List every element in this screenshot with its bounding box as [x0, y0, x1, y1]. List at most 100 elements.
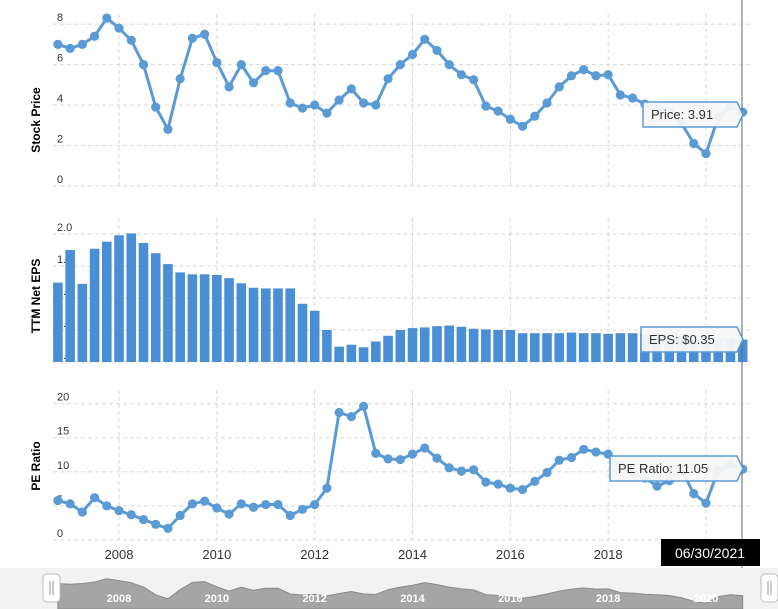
data-point[interactable]: [65, 499, 75, 509]
data-point[interactable]: [285, 510, 295, 521]
data-point[interactable]: [236, 59, 246, 70]
data-point[interactable]: [346, 411, 356, 422]
data-point[interactable]: [395, 59, 405, 70]
data-point[interactable]: [358, 401, 369, 411]
data-point[interactable]: [310, 499, 320, 510]
data-point[interactable]: [383, 454, 393, 464]
data-point[interactable]: [444, 59, 454, 70]
data-point[interactable]: [138, 59, 149, 70]
data-point[interactable]: [273, 66, 283, 76]
data-point[interactable]: [200, 29, 210, 39]
navigator-handle-right[interactable]: [760, 573, 778, 603]
data-point[interactable]: [591, 447, 601, 457]
data-point[interactable]: [53, 39, 63, 49]
data-point[interactable]: [493, 479, 503, 489]
data-point[interactable]: [432, 453, 442, 463]
data-point[interactable]: [89, 493, 100, 503]
data-point[interactable]: [701, 498, 711, 508]
data-point[interactable]: [224, 82, 234, 92]
data-point[interactable]: [554, 82, 564, 92]
data-point[interactable]: [273, 499, 283, 510]
data-point[interactable]: [248, 502, 259, 512]
data-point[interactable]: [212, 57, 222, 68]
data-point[interactable]: [322, 483, 332, 493]
data-point[interactable]: [261, 499, 271, 510]
data-point[interactable]: [493, 106, 503, 116]
data-point[interactable]: [224, 509, 234, 519]
data-point[interactable]: [212, 503, 222, 513]
data-point[interactable]: [456, 466, 467, 476]
data-point[interactable]: [334, 407, 344, 418]
data-point[interactable]: [469, 465, 479, 475]
data-point[interactable]: [615, 90, 625, 100]
data-point[interactable]: [334, 95, 344, 105]
data-point[interactable]: [138, 514, 149, 525]
data-point[interactable]: [701, 149, 711, 159]
data-point[interactable]: [432, 45, 442, 56]
data-point[interactable]: [383, 74, 393, 84]
data-point[interactable]: [77, 507, 87, 517]
navigator-handle-left[interactable]: [42, 573, 61, 603]
data-point[interactable]: [200, 496, 210, 506]
data-point[interactable]: [603, 70, 613, 80]
data-point[interactable]: [371, 100, 381, 110]
data-point[interactable]: [89, 31, 100, 41]
data-point[interactable]: [689, 489, 699, 499]
data-point[interactable]: [554, 455, 564, 465]
data-point[interactable]: [114, 506, 124, 516]
data-point[interactable]: [358, 98, 369, 108]
data-point[interactable]: [175, 74, 185, 84]
data-point[interactable]: [187, 499, 197, 509]
data-point[interactable]: [566, 71, 577, 81]
data-point[interactable]: [65, 43, 75, 54]
data-point[interactable]: [456, 70, 467, 80]
data-point[interactable]: [407, 449, 418, 459]
data-point[interactable]: [175, 510, 185, 521]
data-point[interactable]: [114, 23, 124, 33]
data-point[interactable]: [285, 98, 295, 108]
data-point[interactable]: [322, 108, 332, 118]
data-point[interactable]: [530, 111, 540, 121]
data-point[interactable]: [297, 103, 308, 113]
data-point[interactable]: [505, 483, 515, 493]
data-point[interactable]: [481, 101, 491, 111]
data-point[interactable]: [77, 39, 87, 49]
data-point[interactable]: [628, 93, 638, 103]
data-point[interactable]: [444, 463, 454, 473]
data-point[interactable]: [591, 71, 601, 81]
data-point[interactable]: [371, 448, 381, 459]
data-point[interactable]: [481, 477, 491, 487]
data-point[interactable]: [566, 452, 577, 463]
data-point[interactable]: [407, 49, 418, 60]
data-point[interactable]: [53, 495, 63, 506]
data-point[interactable]: [652, 481, 662, 491]
data-point[interactable]: [163, 523, 173, 534]
data-point[interactable]: [248, 78, 259, 88]
data-point[interactable]: [126, 35, 136, 45]
data-point[interactable]: [236, 499, 246, 509]
data-point[interactable]: [517, 484, 528, 495]
data-point[interactable]: [579, 65, 589, 75]
data-point[interactable]: [420, 443, 430, 453]
data-point[interactable]: [542, 467, 552, 478]
data-point[interactable]: [297, 504, 308, 514]
data-point[interactable]: [505, 114, 515, 124]
data-point[interactable]: [689, 138, 699, 149]
data-point[interactable]: [261, 66, 271, 76]
data-point[interactable]: [187, 33, 197, 43]
data-point[interactable]: [310, 100, 320, 110]
data-point[interactable]: [151, 102, 161, 112]
data-point[interactable]: [420, 34, 430, 44]
data-point[interactable]: [346, 84, 356, 94]
data-point[interactable]: [469, 75, 479, 85]
data-point[interactable]: [542, 98, 552, 108]
data-point[interactable]: [579, 444, 589, 454]
data-point[interactable]: [151, 519, 161, 529]
data-point[interactable]: [395, 454, 405, 465]
data-point[interactable]: [163, 124, 173, 134]
data-point[interactable]: [530, 476, 540, 486]
data-point[interactable]: [517, 121, 528, 131]
data-point[interactable]: [102, 13, 112, 23]
data-point[interactable]: [126, 510, 136, 520]
data-point[interactable]: [102, 501, 112, 511]
